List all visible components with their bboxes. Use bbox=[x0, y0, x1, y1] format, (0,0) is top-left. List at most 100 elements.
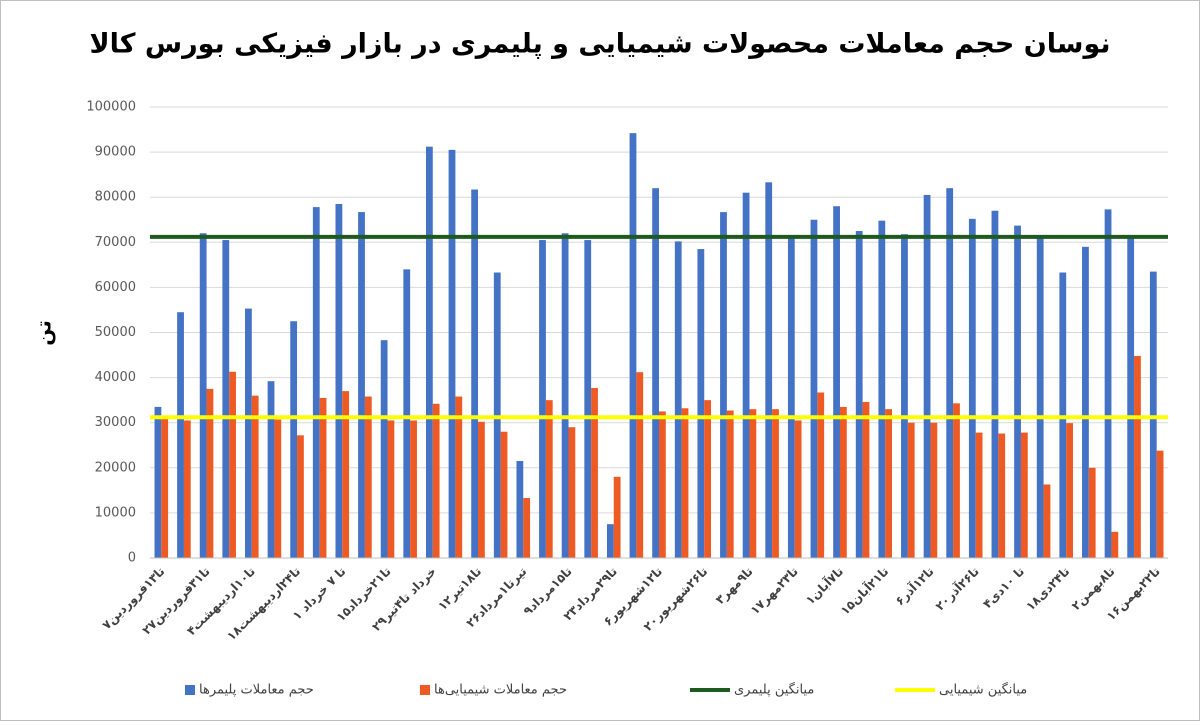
bar bbox=[772, 409, 779, 558]
bar bbox=[810, 219, 818, 558]
bar bbox=[968, 218, 976, 558]
y-tick-label: 80000 bbox=[95, 190, 136, 205]
bar bbox=[539, 240, 546, 559]
bar bbox=[930, 422, 938, 558]
bar bbox=[432, 403, 440, 558]
y-tick-label: 10000 bbox=[95, 505, 136, 520]
bar bbox=[613, 476, 621, 558]
bar bbox=[1066, 423, 1073, 558]
bar bbox=[493, 272, 501, 558]
bar bbox=[183, 420, 191, 558]
bar bbox=[523, 498, 531, 558]
bar bbox=[704, 400, 712, 558]
bar bbox=[290, 321, 298, 558]
bar bbox=[787, 237, 795, 559]
bar bbox=[1134, 355, 1141, 558]
bar bbox=[1088, 467, 1096, 558]
bar bbox=[410, 420, 417, 558]
bar bbox=[606, 524, 614, 558]
bar bbox=[674, 241, 682, 558]
bar bbox=[500, 431, 508, 558]
bar bbox=[319, 397, 327, 558]
bar bbox=[584, 240, 592, 559]
bar bbox=[720, 212, 727, 558]
bar bbox=[591, 387, 598, 558]
legend-swatch bbox=[185, 685, 195, 695]
bar bbox=[561, 233, 569, 558]
bar bbox=[794, 420, 802, 558]
bar bbox=[833, 206, 840, 558]
bar bbox=[681, 408, 689, 558]
bar bbox=[1043, 484, 1051, 558]
bar bbox=[161, 418, 169, 558]
bar bbox=[274, 419, 282, 558]
bar bbox=[342, 391, 350, 558]
bar bbox=[629, 133, 637, 558]
bar bbox=[953, 403, 960, 558]
bar bbox=[1156, 450, 1164, 558]
bar bbox=[652, 188, 659, 558]
bar bbox=[1104, 209, 1112, 558]
bar bbox=[923, 194, 931, 558]
bar bbox=[1111, 531, 1119, 558]
y-tick-label: 90000 bbox=[95, 145, 136, 160]
bar bbox=[364, 396, 372, 558]
bar bbox=[387, 420, 395, 558]
legend-label: حجم معاملات پلیمرها bbox=[199, 683, 314, 698]
bar bbox=[659, 411, 666, 558]
bar bbox=[1127, 237, 1135, 559]
bar bbox=[335, 203, 343, 558]
bar bbox=[154, 406, 162, 558]
bar bbox=[478, 421, 485, 558]
y-tick-label: 40000 bbox=[95, 370, 136, 385]
bar bbox=[901, 234, 908, 558]
bar bbox=[636, 372, 644, 558]
bar bbox=[885, 409, 893, 558]
bar bbox=[1082, 246, 1089, 558]
y-tick-label: 100000 bbox=[86, 100, 136, 115]
bar bbox=[817, 392, 825, 558]
bar bbox=[206, 388, 214, 558]
chart-title: نوسان حجم معاملات محصولات شیمیایی و پلیم… bbox=[89, 29, 1110, 60]
bar bbox=[742, 192, 750, 558]
bar bbox=[199, 233, 207, 558]
bar bbox=[1149, 271, 1157, 558]
bar bbox=[251, 395, 259, 558]
bar bbox=[1020, 432, 1028, 558]
bar bbox=[516, 461, 524, 558]
bar bbox=[839, 406, 847, 558]
y-tick-label: 70000 bbox=[95, 235, 136, 250]
bar bbox=[229, 371, 236, 558]
bar bbox=[749, 409, 757, 558]
bar bbox=[380, 340, 388, 558]
legend-label: میانگین پلیمری bbox=[734, 682, 814, 698]
bar bbox=[403, 269, 411, 558]
y-tick-label: 60000 bbox=[95, 280, 136, 295]
y-tick-label: 50000 bbox=[95, 325, 136, 340]
bar bbox=[177, 312, 184, 558]
bar bbox=[471, 189, 479, 558]
bar bbox=[358, 212, 365, 558]
bar bbox=[425, 146, 433, 559]
bar bbox=[855, 231, 863, 558]
legend-swatch bbox=[420, 685, 430, 695]
bar bbox=[726, 410, 734, 558]
bar bbox=[267, 381, 275, 558]
bar bbox=[297, 435, 304, 558]
bar bbox=[245, 308, 252, 558]
bar bbox=[991, 210, 999, 559]
bar bbox=[1036, 237, 1044, 559]
bar bbox=[975, 432, 983, 558]
bar bbox=[697, 249, 705, 558]
bar bbox=[946, 188, 954, 558]
y-axis-label: تن bbox=[32, 320, 56, 346]
bar bbox=[907, 422, 915, 558]
y-tick-label: 30000 bbox=[95, 415, 136, 430]
legend-label: میانگین شیمیایی bbox=[939, 682, 1027, 698]
bar bbox=[1014, 225, 1021, 558]
bar bbox=[1059, 272, 1067, 558]
legend-label: حجم معاملات شیمیایی‌ها bbox=[434, 683, 567, 698]
bar bbox=[448, 149, 456, 558]
bar bbox=[222, 240, 230, 559]
